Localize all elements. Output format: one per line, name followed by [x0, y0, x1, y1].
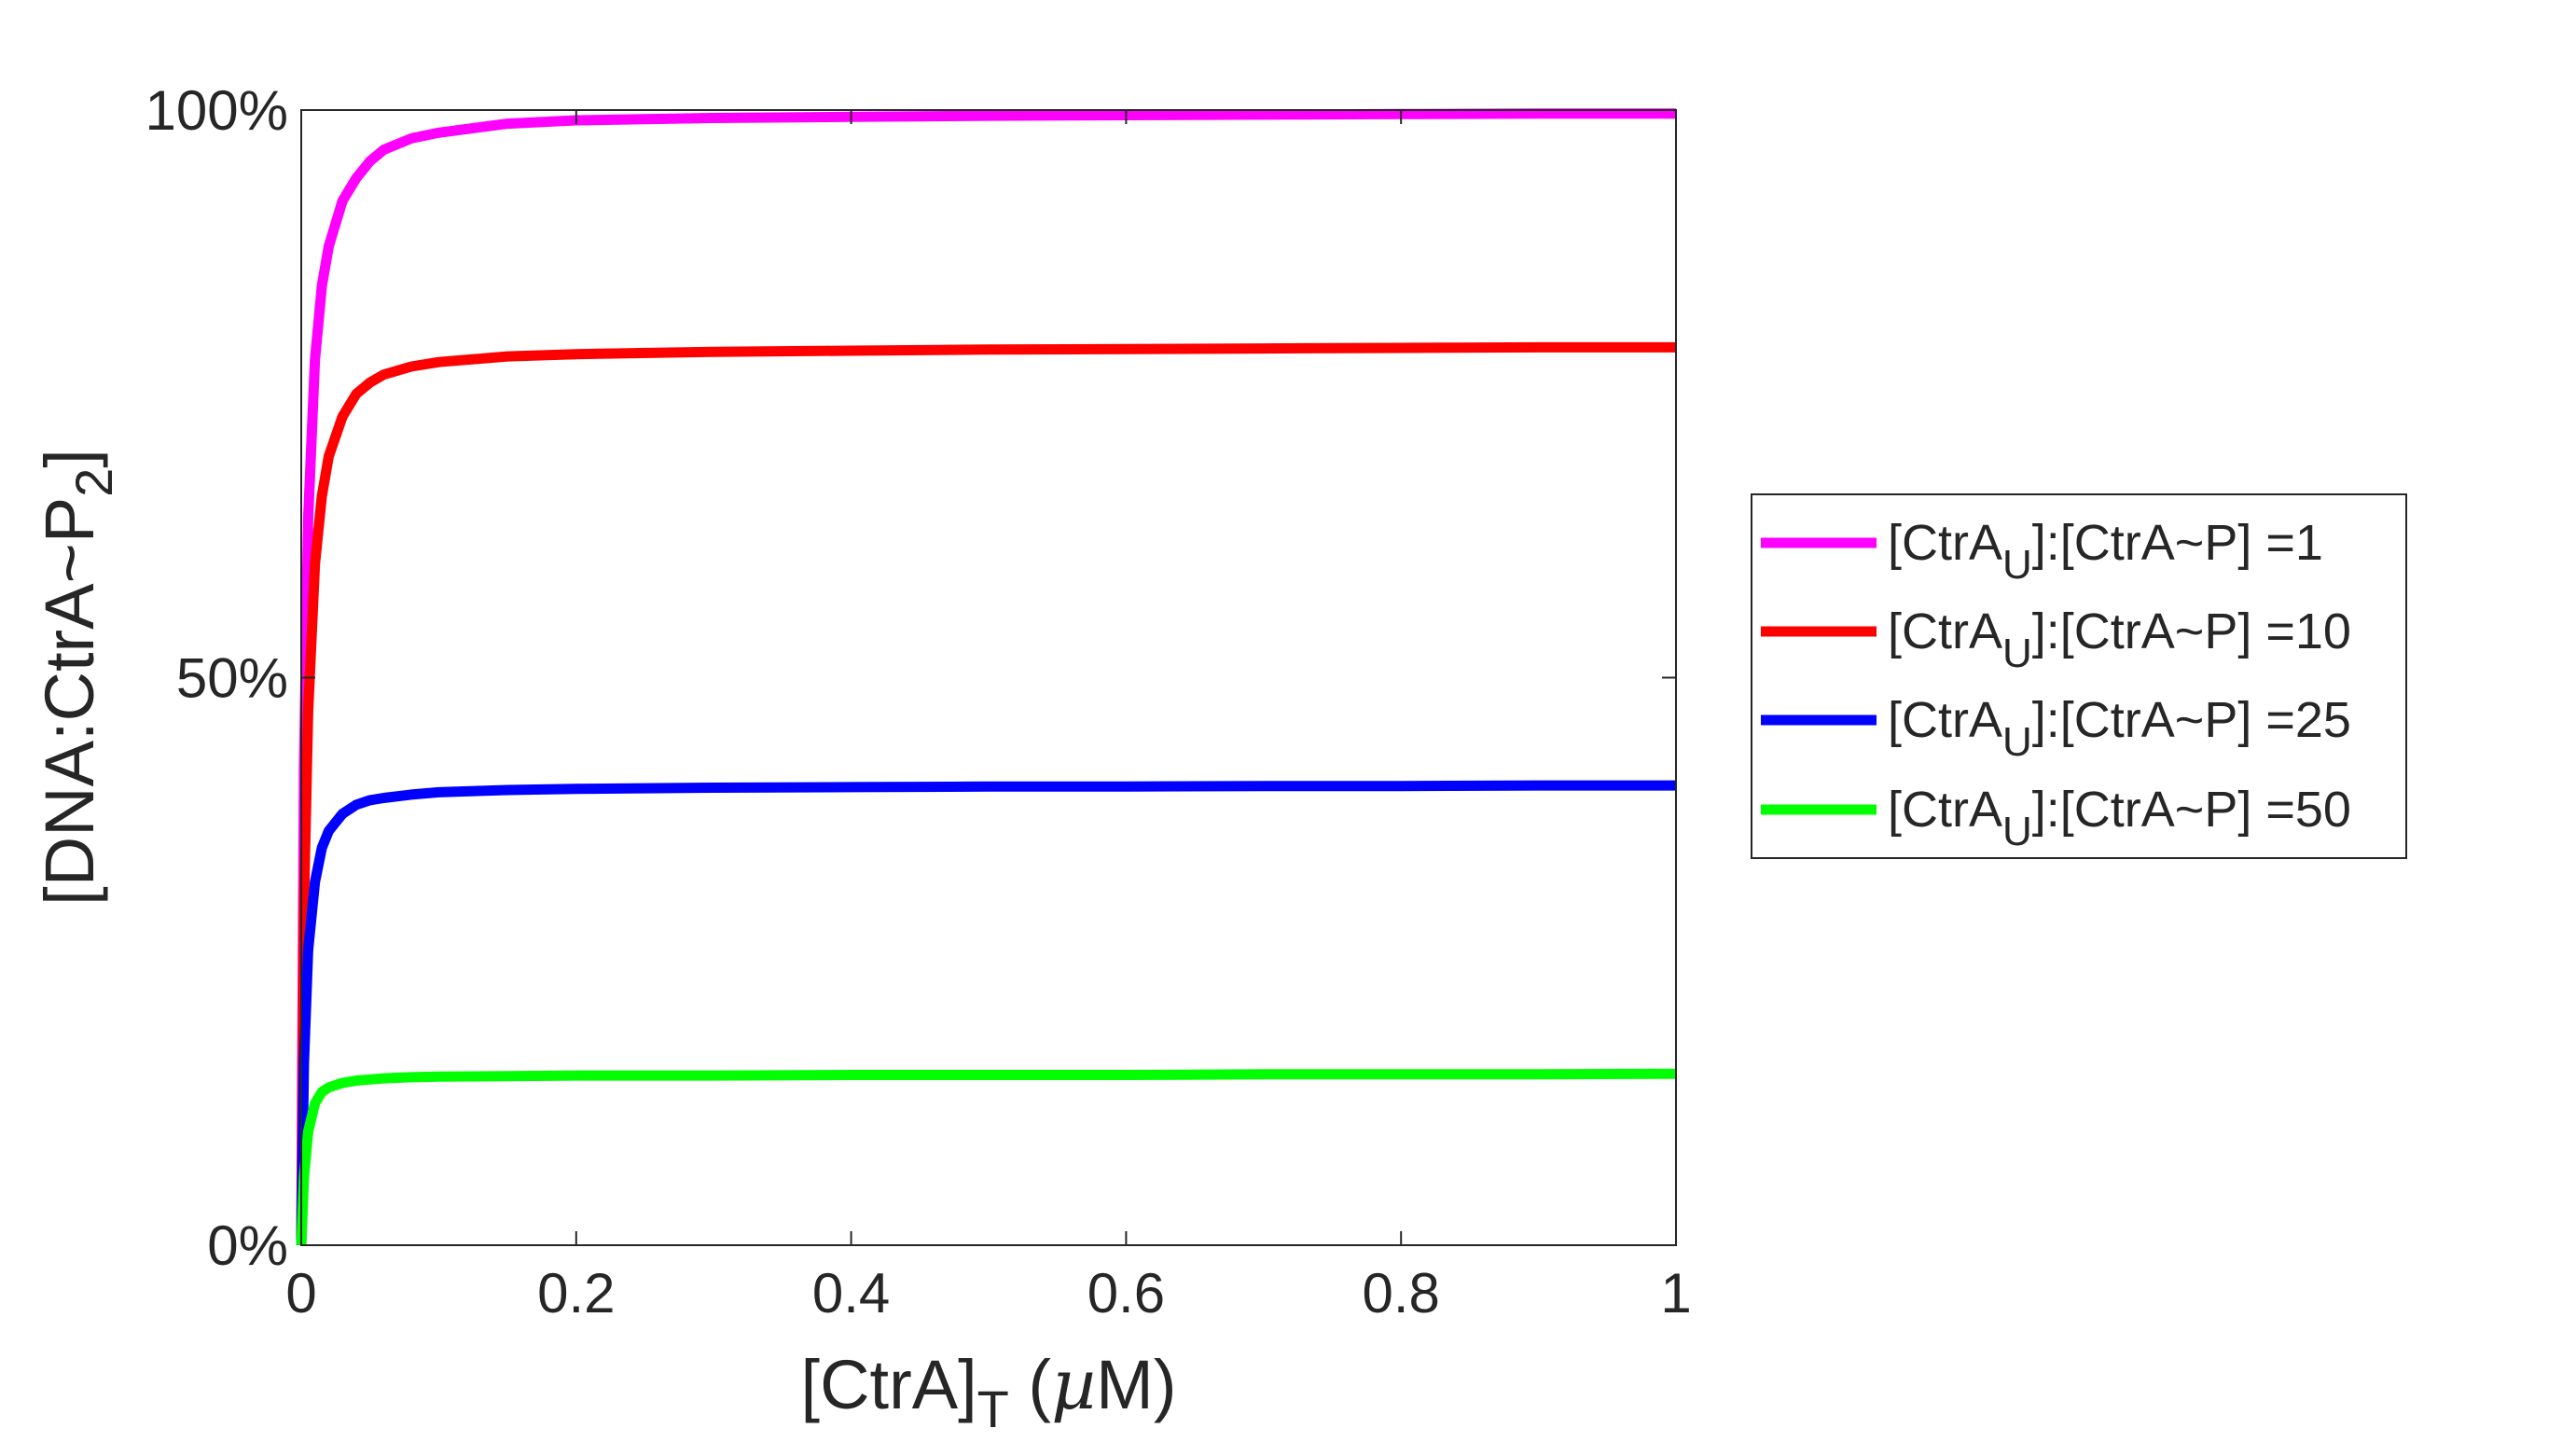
y-axis-label: [DNA:CtrA~P2]	[31, 449, 123, 906]
legend-label-post: ]:[CtrA~P] =10	[2032, 603, 2351, 659]
legend: [CtrAU]:[CtrA~P] =1[CtrAU]:[CtrA~P] =10[…	[1751, 493, 2407, 859]
x-axis-label-subscript: T	[977, 1380, 1009, 1438]
legend-items: [CtrAU]:[CtrA~P] =1[CtrAU]:[CtrA~P] =10[…	[1761, 515, 2351, 854]
legend-label-subscript: U	[2002, 719, 2032, 765]
legend-label-subscript: U	[2002, 809, 2032, 854]
y-axis-label-tail: ]	[31, 449, 108, 468]
legend-label-pre: [CtrA	[1888, 692, 2002, 748]
y-axis-label-subscript: 2	[64, 468, 123, 497]
x-tick-label: 1	[1660, 1262, 1691, 1324]
legend-label-post: ]:[CtrA~P] =25	[2032, 692, 2351, 748]
y-tick-label: 0%	[207, 1214, 288, 1277]
y-axis-label-base: [DNA:CtrA~P	[31, 497, 108, 906]
y-tick-label: 100%	[145, 79, 288, 142]
legend-label-pre: [CtrA	[1888, 603, 2002, 659]
x-tick-label: 0.4	[812, 1262, 890, 1324]
x-tick-label: 0.2	[537, 1262, 615, 1324]
x-axis-label-base: [CtrA]	[801, 1346, 977, 1423]
axis-tick-labels: 0 0.2 0.4 0.6 0.8 1 0% 50% 100%	[145, 79, 1692, 1324]
y-tick-label: 50%	[176, 647, 288, 710]
legend-label-2: [CtrAU]:[CtrA~P] =10	[1888, 603, 2351, 676]
axis-ticks	[300, 109, 1677, 1246]
x-tick-label: 0.6	[1087, 1262, 1165, 1324]
legend-label-post: ]:[CtrA~P] =50	[2032, 782, 2351, 838]
x-tick-label: 0.8	[1362, 1262, 1439, 1324]
series-line-1	[296, 108, 1676, 1246]
legend-label-subscript: U	[2002, 631, 2032, 676]
x-tick-label: 0	[285, 1262, 316, 1324]
x-axis-label: [CtrA]T (µM)	[801, 1345, 1177, 1438]
series-line-3	[296, 780, 1676, 1246]
x-axis-label-tail-close: M)	[1096, 1346, 1176, 1423]
legend-label-post: ]:[CtrA~P] =1	[2032, 515, 2323, 571]
series-line-2	[296, 341, 1676, 1246]
legend-label-1: [CtrAU]:[CtrA~P] =1	[1888, 515, 2323, 588]
series-line-4	[296, 1068, 1677, 1246]
legend-label-4: [CtrAU]:[CtrA~P] =50	[1888, 782, 2351, 854]
x-axis-label-tail-open: (	[1009, 1346, 1052, 1423]
legend-box	[1751, 493, 2407, 859]
x-axis-label-mu: µ	[1051, 1345, 1096, 1425]
legend-label-pre: [CtrA	[1888, 515, 2002, 571]
legend-label-subscript: U	[2002, 542, 2032, 588]
legend-label-pre: [CtrA	[1888, 782, 2002, 838]
legend-label-3: [CtrAU]:[CtrA~P] =25	[1888, 692, 2351, 765]
plot-lines	[296, 108, 1677, 1246]
